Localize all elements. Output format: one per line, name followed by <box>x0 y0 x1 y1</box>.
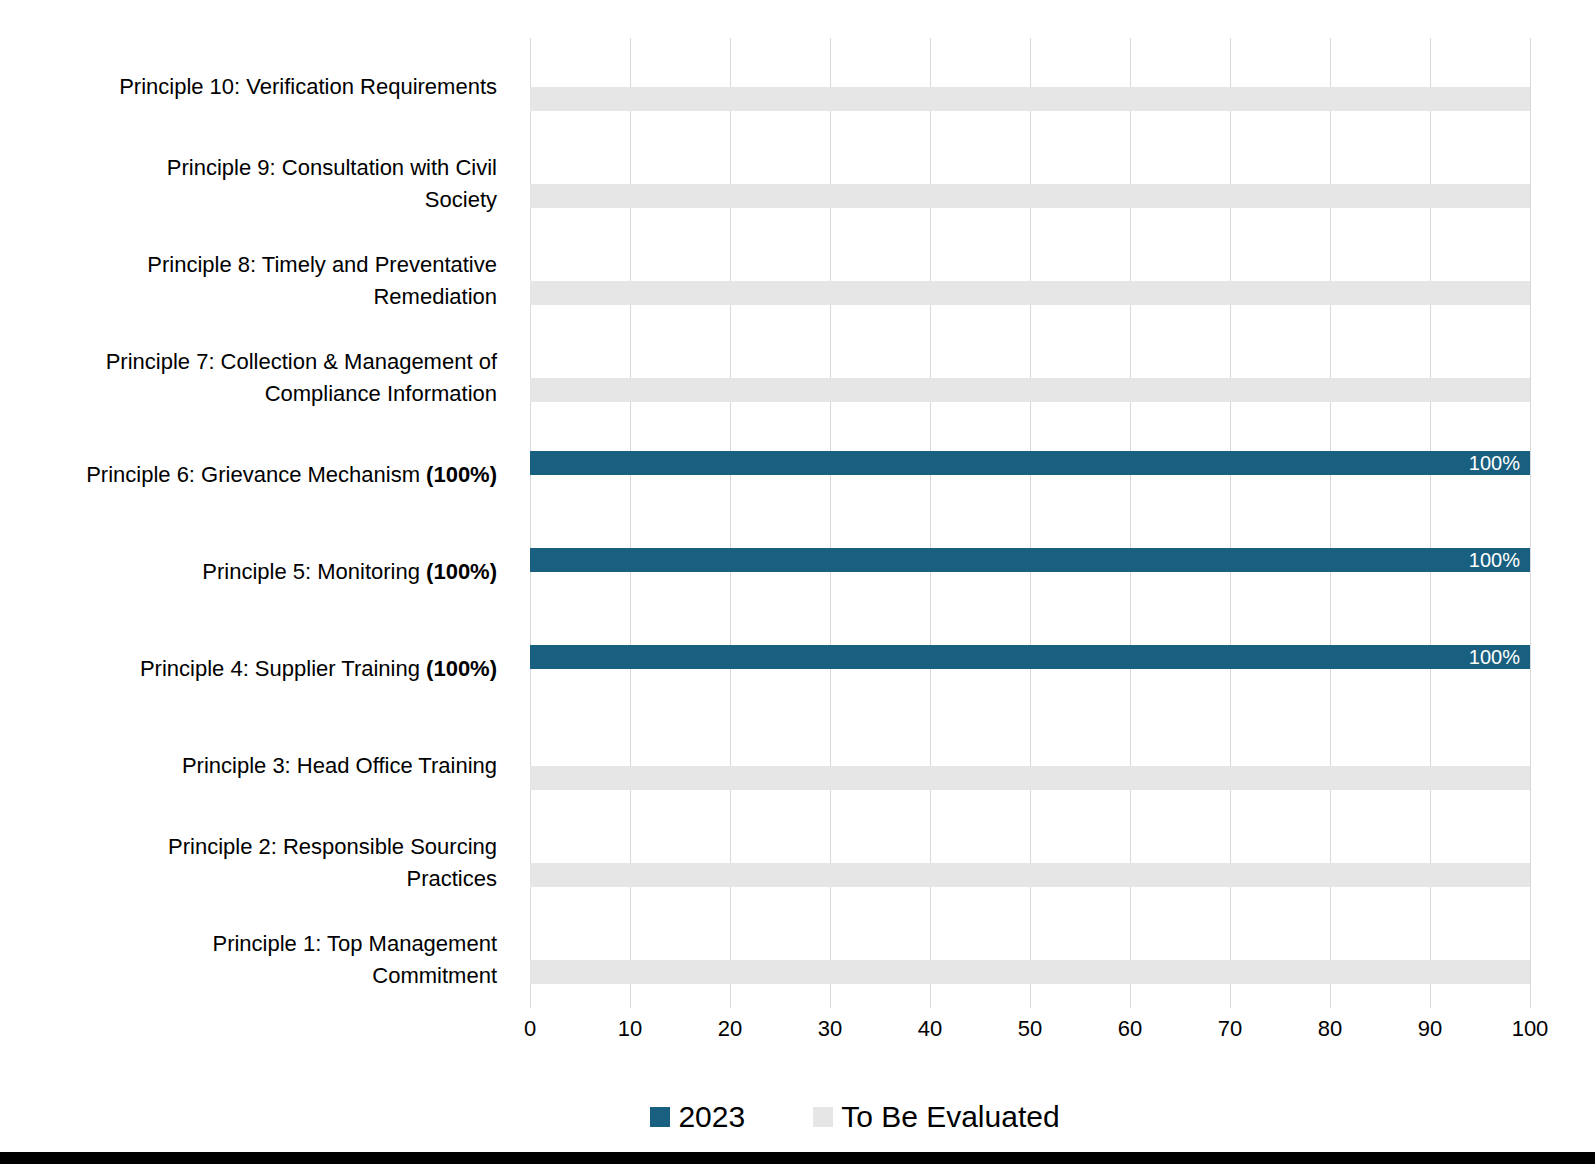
category-label: Principle 6: Grievance Mechanism (100%) <box>0 426 530 523</box>
chart-row: Principle 1: Top ManagementCommitment <box>0 911 1595 1008</box>
category-label-line: Compliance Information <box>0 378 497 410</box>
bar-to-be-evaluated <box>530 184 1530 208</box>
chart-row: Principle 8: Timely and PreventativeReme… <box>0 232 1595 329</box>
bar-to-be-evaluated <box>530 87 1530 111</box>
legend-inner: 2023 To Be Evaluated <box>650 1100 1059 1134</box>
plot-area-row <box>530 38 1531 135</box>
legend-swatch-2023 <box>650 1107 670 1127</box>
legend-item: 2023 <box>650 1100 745 1134</box>
chart-row: Principle 4: Supplier Training (100%) 10… <box>0 620 1595 717</box>
chart-row: Principle 2: Responsible SourcingPractic… <box>0 814 1595 911</box>
plot-area-row: 100% <box>530 523 1531 620</box>
bar-to-be-evaluated <box>530 766 1530 790</box>
category-label: Principle 3: Head Office Training <box>0 717 530 814</box>
category-label: Principle 4: Supplier Training (100%) <box>0 620 530 717</box>
category-label-line: Society <box>0 184 497 216</box>
chart-row: Principle 5: Monitoring (100%) 100% <box>0 523 1595 620</box>
category-label-line: Commitment <box>0 960 497 992</box>
category-label: Principle 8: Timely and PreventativeReme… <box>0 232 530 329</box>
x-axis-tick: 50 <box>1018 1016 1042 1042</box>
legend-label: 2023 <box>678 1100 745 1134</box>
bar-to-be-evaluated <box>530 863 1530 887</box>
plot-area-row <box>530 814 1531 911</box>
category-label-line: Principle 8: Timely and Preventative <box>0 249 497 281</box>
x-axis-tick: 20 <box>718 1016 742 1042</box>
chart-rows: Principle 10: Verification Requirements … <box>0 38 1595 1008</box>
legend: 2023 To Be Evaluated <box>0 1100 1595 1134</box>
plot-area-row <box>530 717 1531 814</box>
chart-row: Principle 3: Head Office Training <box>0 717 1595 814</box>
x-axis-tick: 40 <box>918 1016 942 1042</box>
bar-2023: 100% <box>530 548 1530 572</box>
x-axis-tick: 90 <box>1418 1016 1442 1042</box>
category-label-line: Principle 4: Supplier Training (100%) <box>0 653 497 685</box>
bar-to-be-evaluated <box>530 378 1530 402</box>
bar-2023: 100% <box>530 645 1530 669</box>
x-axis-tick: 30 <box>818 1016 842 1042</box>
plot-area-row <box>530 329 1531 426</box>
x-axis-tick: 80 <box>1318 1016 1342 1042</box>
bar-value-label: 100% <box>1469 451 1520 475</box>
chart-row: Principle 7: Collection & Management ofC… <box>0 329 1595 426</box>
x-axis-tick: 10 <box>618 1016 642 1042</box>
category-label-line: Principle 6: Grievance Mechanism (100%) <box>0 459 497 491</box>
plot-area-row: 100% <box>530 426 1531 523</box>
category-label-line: Principle 7: Collection & Management of <box>0 346 497 378</box>
category-label: Principle 10: Verification Requirements <box>0 38 530 135</box>
category-label-line: Principle 5: Monitoring (100%) <box>0 556 497 588</box>
plot-area-row <box>530 232 1531 329</box>
x-axis: 0102030405060708090100 <box>530 1008 1530 1044</box>
category-label-line: Principle 9: Consultation with Civil <box>0 152 497 184</box>
category-label: Principle 5: Monitoring (100%) <box>0 523 530 620</box>
chart-row: Principle 10: Verification Requirements <box>0 38 1595 135</box>
legend-label: To Be Evaluated <box>841 1100 1059 1134</box>
category-label-line: Principle 1: Top Management <box>0 928 497 960</box>
legend-swatch-to-be-evaluated <box>813 1107 833 1127</box>
plot-area-row <box>530 911 1531 1008</box>
category-label: Principle 7: Collection & Management ofC… <box>0 329 530 426</box>
bar-2023: 100% <box>530 451 1530 475</box>
x-axis-tick: 0 <box>524 1016 536 1042</box>
chart-page: Principle 10: Verification Requirements … <box>0 0 1595 1164</box>
plot-area-row: 100% <box>530 620 1531 717</box>
x-axis-tick: 70 <box>1218 1016 1242 1042</box>
category-label-line: Principle 2: Responsible Sourcing <box>0 831 497 863</box>
category-label-line: Principle 10: Verification Requirements <box>0 71 497 103</box>
plot-area-row <box>530 135 1531 232</box>
chart-row: Principle 6: Grievance Mechanism (100%) … <box>0 426 1595 523</box>
bar-to-be-evaluated <box>530 960 1530 984</box>
category-label: Principle 2: Responsible SourcingPractic… <box>0 814 530 911</box>
x-axis-tick: 100 <box>1512 1016 1549 1042</box>
chart-row: Principle 9: Consultation with CivilSoci… <box>0 135 1595 232</box>
category-label-line: Remediation <box>0 281 497 313</box>
category-label-line: Principle 3: Head Office Training <box>0 750 497 782</box>
bar-to-be-evaluated <box>530 281 1530 305</box>
x-axis-tick: 60 <box>1118 1016 1142 1042</box>
bar-value-label: 100% <box>1469 548 1520 572</box>
bar-value-label: 100% <box>1469 645 1520 669</box>
category-label: Principle 1: Top ManagementCommitment <box>0 911 530 1008</box>
category-label-line: Practices <box>0 863 497 895</box>
legend-item: To Be Evaluated <box>813 1100 1059 1134</box>
bottom-black-strip <box>0 1152 1595 1164</box>
category-label: Principle 9: Consultation with CivilSoci… <box>0 135 530 232</box>
